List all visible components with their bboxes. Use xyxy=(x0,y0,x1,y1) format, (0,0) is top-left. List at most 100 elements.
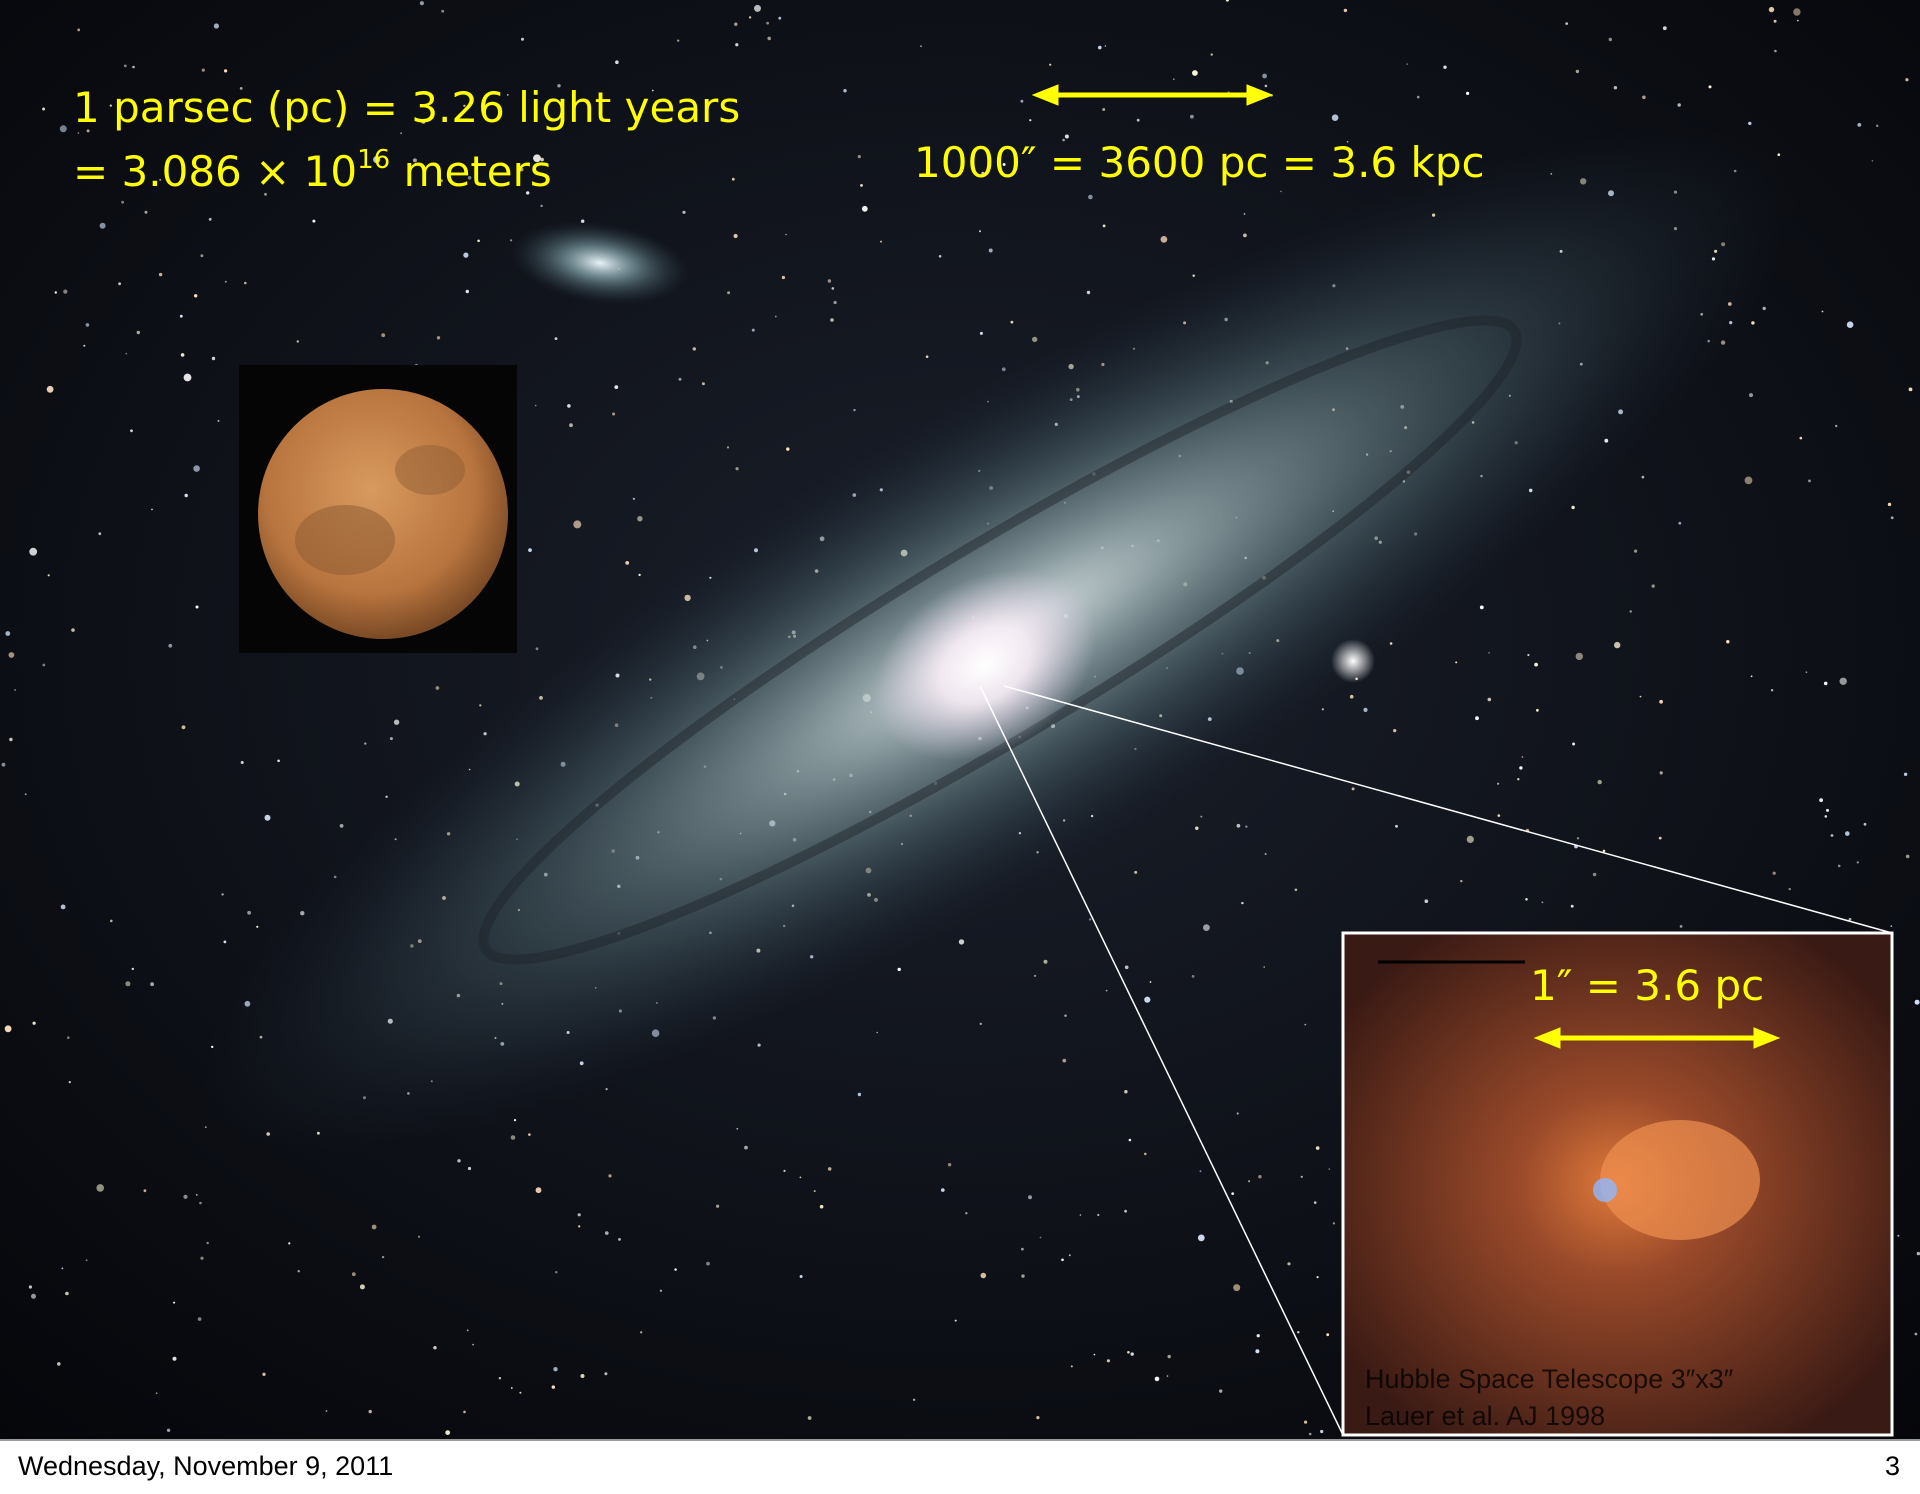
star xyxy=(1455,661,1458,664)
galaxy-scale-label: 1000″ = 3600 pc = 3.6 kpc xyxy=(914,138,1485,187)
star xyxy=(1770,689,1774,692)
star xyxy=(578,1225,581,1228)
star xyxy=(351,1272,356,1277)
star xyxy=(28,1285,32,1289)
star xyxy=(1203,924,1210,931)
star xyxy=(1857,123,1862,127)
star xyxy=(1890,516,1894,520)
star xyxy=(1824,815,1828,818)
star xyxy=(1592,872,1597,877)
star xyxy=(29,547,38,556)
star xyxy=(297,1270,300,1273)
star xyxy=(47,574,50,577)
star xyxy=(477,239,480,243)
star xyxy=(85,323,90,327)
star xyxy=(1328,1168,1331,1170)
star xyxy=(551,1385,555,1389)
star xyxy=(876,1031,878,1034)
star xyxy=(510,1387,513,1389)
star xyxy=(1651,584,1655,588)
star xyxy=(1677,103,1681,107)
star xyxy=(1823,681,1828,686)
star xyxy=(947,1163,952,1167)
star xyxy=(1197,1234,1205,1242)
star xyxy=(498,1377,502,1380)
star xyxy=(735,467,739,471)
star xyxy=(799,1275,803,1278)
star xyxy=(1297,1331,1300,1334)
star xyxy=(180,353,185,357)
star xyxy=(472,1343,474,1346)
star xyxy=(1799,436,1803,440)
star xyxy=(1488,652,1490,654)
star xyxy=(1088,918,1092,921)
satellite-galaxy xyxy=(510,221,690,305)
star xyxy=(60,904,66,910)
star xyxy=(5,631,11,636)
star xyxy=(979,230,981,233)
star xyxy=(701,382,705,386)
star xyxy=(277,759,280,763)
star xyxy=(1195,826,1199,830)
star xyxy=(1326,1333,1330,1337)
star xyxy=(785,233,787,236)
arrow-head xyxy=(1246,84,1274,106)
star xyxy=(980,1272,987,1279)
star xyxy=(150,982,155,987)
star xyxy=(217,419,220,422)
star xyxy=(54,291,57,294)
star xyxy=(1316,1276,1319,1279)
star xyxy=(1021,1247,1024,1251)
star xyxy=(1768,6,1775,13)
star xyxy=(682,210,686,214)
star xyxy=(1248,1180,1251,1183)
star xyxy=(979,331,983,335)
star xyxy=(830,318,834,322)
star xyxy=(897,967,901,972)
star xyxy=(535,647,539,651)
star xyxy=(1597,779,1602,785)
star xyxy=(239,87,243,90)
star xyxy=(1128,1138,1132,1142)
star xyxy=(786,447,790,451)
star xyxy=(1479,605,1484,610)
star xyxy=(1830,834,1834,837)
star xyxy=(744,1145,748,1150)
star xyxy=(247,910,252,915)
star xyxy=(605,1231,609,1235)
star xyxy=(965,1212,968,1215)
star xyxy=(1098,45,1102,50)
star xyxy=(1315,1146,1320,1150)
star xyxy=(526,191,530,195)
star xyxy=(1062,1058,1067,1063)
star xyxy=(608,1174,612,1178)
star xyxy=(417,1235,421,1238)
star xyxy=(144,210,148,214)
star xyxy=(121,200,124,204)
star xyxy=(86,129,90,133)
star xyxy=(678,377,682,381)
star xyxy=(726,446,730,449)
star xyxy=(880,240,882,243)
star xyxy=(1916,1251,1920,1256)
star xyxy=(125,981,131,987)
star xyxy=(71,628,75,632)
star xyxy=(827,279,832,283)
star xyxy=(125,352,128,355)
star xyxy=(1887,502,1892,507)
star xyxy=(195,605,199,609)
star xyxy=(573,520,582,529)
star xyxy=(1064,134,1069,139)
star xyxy=(1068,1254,1071,1257)
star xyxy=(296,340,299,343)
star xyxy=(535,1187,542,1194)
star xyxy=(179,314,183,318)
star xyxy=(381,333,386,338)
star xyxy=(1416,95,1420,99)
star xyxy=(256,925,259,928)
star xyxy=(1774,49,1777,53)
star xyxy=(1105,989,1108,992)
star xyxy=(419,1,424,6)
star xyxy=(1662,26,1667,31)
star xyxy=(136,330,140,335)
